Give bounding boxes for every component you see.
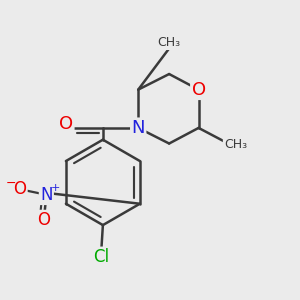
Text: N: N [131, 119, 145, 137]
Text: O: O [37, 211, 50, 229]
Text: CH₃: CH₃ [224, 138, 247, 151]
Text: Cl: Cl [93, 248, 110, 266]
Text: N: N [40, 186, 52, 204]
Text: O: O [14, 180, 26, 198]
Text: −: − [6, 176, 16, 190]
Text: O: O [191, 81, 206, 99]
Text: O: O [59, 115, 73, 133]
Text: CH₃: CH₃ [158, 36, 181, 49]
Text: +: + [50, 183, 60, 193]
